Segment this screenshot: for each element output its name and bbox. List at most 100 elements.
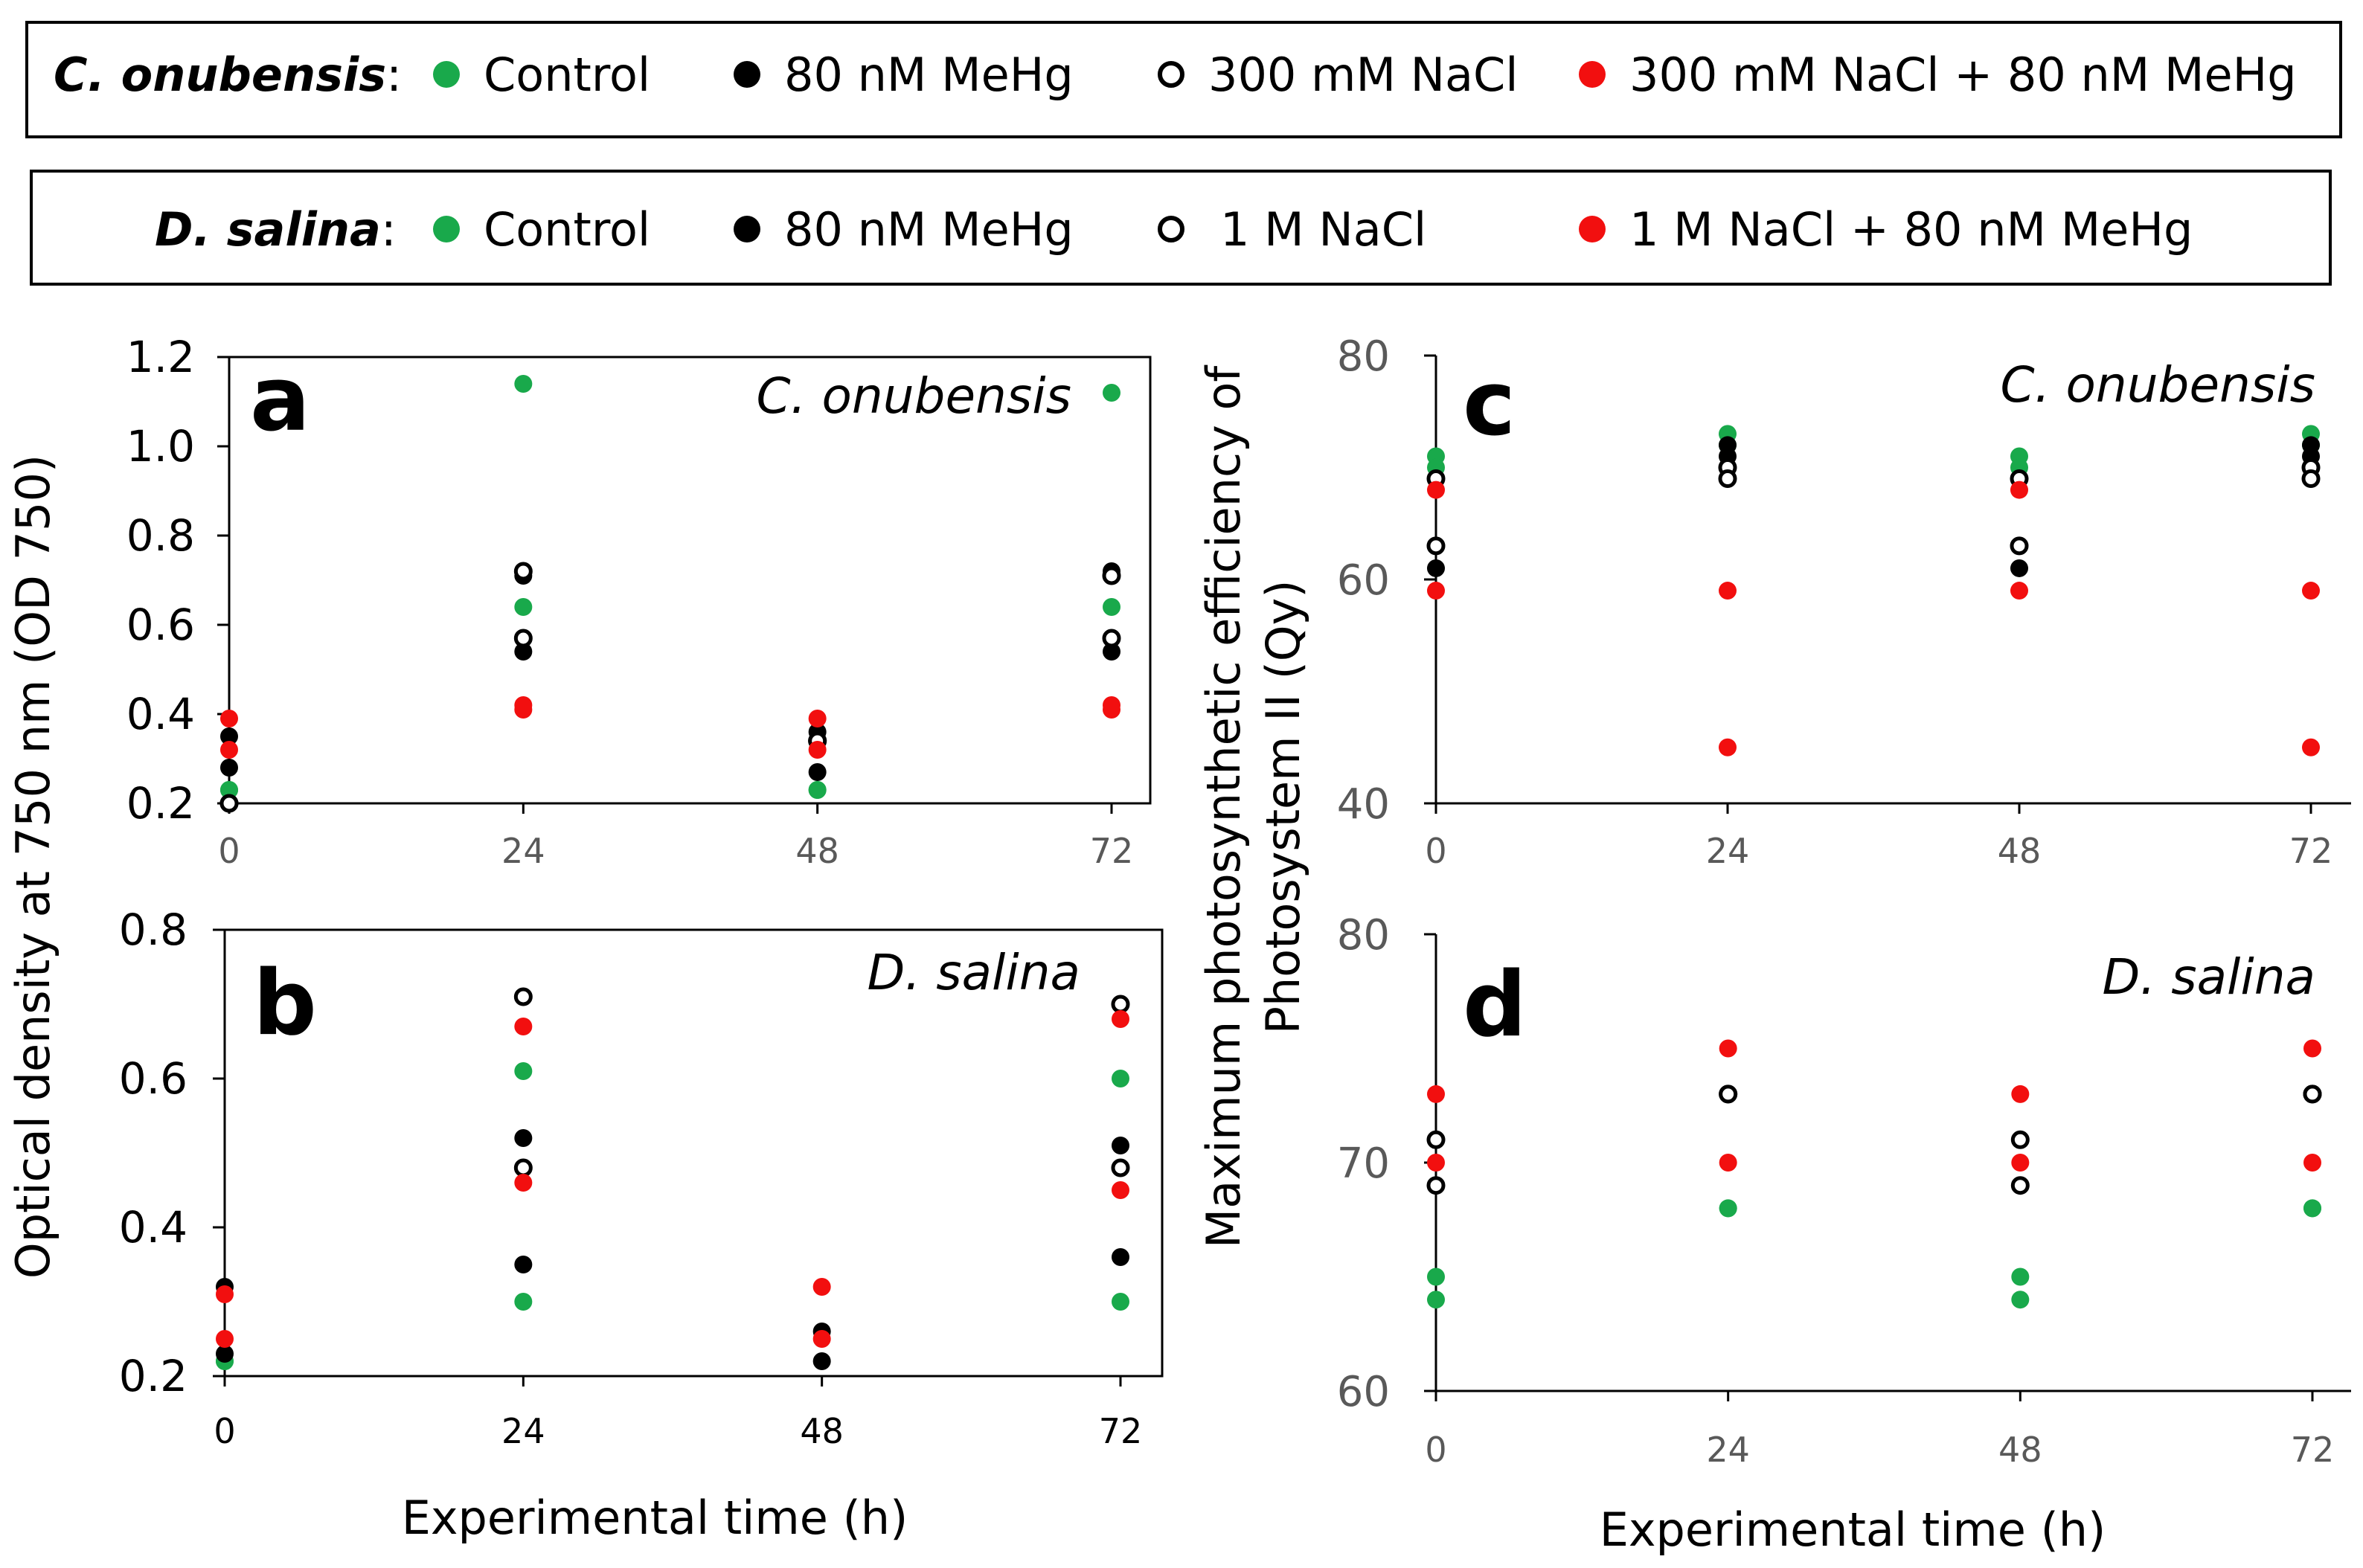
y-tick-label: 80 — [1337, 332, 1390, 381]
point-control-replicate — [514, 598, 533, 616]
panel-letter-b: b — [253, 952, 317, 1055]
point-300-mm-nacl-replicate — [219, 794, 239, 813]
y-tick-label: 60 — [1337, 556, 1390, 605]
panel-letter-d: d — [1463, 954, 1527, 1057]
point-control-replicate — [220, 781, 238, 799]
plot-frame — [223, 928, 1164, 1378]
point-80-nm-mehg — [1427, 559, 1445, 577]
point-80-nm-mehg — [1103, 643, 1120, 661]
legend-label-nacl: 1 M NaCl — [1220, 202, 1426, 257]
x-tick-label: 24 — [1706, 831, 1750, 871]
point-80-nm-mehg-replicate — [812, 1352, 831, 1370]
point-control-replicate — [1719, 1199, 1737, 1218]
point-80-nm-mehg — [514, 1129, 533, 1147]
y-axis-title-qy-line1: Maximum photosynthetic efficiency of — [1196, 364, 1251, 1249]
panel-d: d D. salina 60 70 80 0 24 48 72 — [1337, 911, 2351, 1470]
point-1-m-nacl-80-nm-mehg — [2011, 1085, 2030, 1103]
legend-species-label: C. onubensis: — [54, 48, 402, 102]
plot-frame — [228, 356, 1152, 805]
point-80-nm-mehg — [808, 763, 827, 781]
legend-marker-nacl-mehg — [1579, 61, 1606, 88]
legend-label-control: Control — [484, 48, 650, 102]
point-300-mm-nacl-80-nm-mehg-replicate — [1103, 696, 1120, 714]
legend-species-label: D. salina: — [155, 202, 397, 257]
x-tick-label: 24 — [501, 831, 545, 871]
point-1-m-nacl-80-nm-mehg — [514, 1018, 533, 1035]
y-tick-label: 0.6 — [126, 600, 195, 650]
panel-letter-c: c — [1463, 353, 1516, 456]
point-1-m-nacl-80-nm-mehg-replicate — [1112, 1181, 1129, 1199]
point-control-replicate — [514, 1293, 533, 1311]
point-1-m-nacl-80-nm-mehg — [812, 1278, 831, 1296]
legend-d-salina: D. salina: Control 80 nM MeHg 1 M NaCl 1… — [30, 170, 2332, 286]
point-300-mm-nacl-80-nm-mehg — [1427, 481, 1445, 499]
panel-title-a: C. onubensis — [756, 367, 1071, 425]
point-300-mm-nacl-replicate — [513, 562, 533, 581]
point-control — [514, 375, 533, 393]
legend-marker-control — [433, 216, 460, 242]
point-control-replicate — [2303, 1199, 2321, 1218]
point-1-m-nacl — [2010, 1130, 2030, 1149]
point-300-mm-nacl-80-nm-mehg-replicate — [2302, 738, 2320, 756]
point-300-mm-nacl — [2010, 536, 2029, 556]
point-1-m-nacl-80-nm-mehg-replicate — [2011, 1154, 2030, 1172]
point-80-nm-mehg — [514, 643, 533, 661]
legend-box — [30, 170, 2332, 286]
point-1-m-nacl — [1426, 1130, 1446, 1149]
point-1-m-nacl-80-nm-mehg-replicate — [1427, 1154, 1445, 1172]
legend-label-mehg: 80 nM MeHg — [784, 202, 1074, 257]
point-1-m-nacl-replicate — [1111, 1158, 1130, 1177]
point-1-m-nacl-replicate — [1426, 1176, 1446, 1195]
point-1-m-nacl-80-nm-mehg-replicate — [1719, 1154, 1737, 1172]
point-300-mm-nacl-replicate — [2301, 469, 2321, 489]
point-300-mm-nacl — [1102, 629, 1121, 648]
legend-c-onubensis: C. onubensis: Control 80 nM MeHg 300 mM … — [25, 21, 2342, 138]
y-tick-label: 0.6 — [119, 1053, 187, 1104]
x-tick-label: 72 — [2291, 1430, 2335, 1470]
x-tick-label: 48 — [1998, 1430, 2042, 1470]
x-axis-title-right: Experimental time (h) — [1600, 1503, 2106, 1557]
y-tick-label: 1.0 — [126, 421, 195, 472]
x-tick-label: 0 — [214, 1411, 235, 1451]
point-1-m-nacl-80-nm-mehg — [2303, 1039, 2321, 1058]
y-tick-label: 0.8 — [126, 510, 195, 561]
x-tick-label: 72 — [1090, 831, 1134, 871]
point-80-nm-mehg — [2010, 559, 2028, 577]
point-1-m-nacl-replicate — [2010, 1176, 2030, 1195]
point-80-nm-mehg-replicate — [1112, 1248, 1129, 1266]
legend-label-mehg: 80 nM MeHg — [784, 48, 1074, 102]
x-tick-label: 0 — [1425, 1430, 1446, 1470]
x-tick-label: 24 — [501, 1411, 545, 1451]
point-300-mm-nacl-80-nm-mehg-replicate — [808, 710, 827, 727]
point-control — [1427, 1267, 1445, 1286]
y-tick-label: 1.2 — [126, 332, 195, 382]
point-300-mm-nacl-80-nm-mehg-replicate — [1427, 582, 1445, 600]
point-1-m-nacl-80-nm-mehg-replicate — [514, 1174, 533, 1192]
point-300-mm-nacl-80-nm-mehg — [2010, 481, 2028, 499]
x-tick-label: 72 — [2289, 831, 2333, 871]
point-80-nm-mehg-replicate — [220, 727, 238, 745]
point-1-m-nacl — [1111, 995, 1130, 1014]
point-300-mm-nacl-replicate — [1102, 566, 1121, 585]
point-300-mm-nacl-80-nm-mehg-replicate — [514, 696, 533, 714]
x-tick-label: 0 — [218, 831, 240, 871]
legend-marker-mehg — [734, 216, 760, 242]
y-tick-label: 60 — [1337, 1368, 1390, 1416]
point-300-mm-nacl — [1426, 536, 1446, 556]
point-300-mm-nacl-80-nm-mehg-replicate — [1719, 738, 1737, 756]
y-tick-label: 70 — [1337, 1140, 1390, 1188]
point-1-m-nacl-80-nm-mehg — [1112, 1010, 1129, 1028]
legend-marker-nacl — [1158, 216, 1184, 242]
point-1-m-nacl-80-nm-mehg — [216, 1285, 234, 1303]
legend-marker-nacl — [1158, 61, 1184, 88]
x-tick-label: 72 — [1099, 1411, 1143, 1451]
point-1-m-nacl-80-nm-mehg-replicate — [216, 1330, 234, 1348]
y-axis-title-od750: Optical density at 750 nm (OD 750) — [6, 454, 60, 1279]
point-control-replicate — [1112, 1293, 1129, 1311]
legend-label-control: Control — [484, 202, 650, 257]
legend-label-nacl-mehg: 300 mM NaCl + 80 nM MeHg — [1629, 48, 2297, 102]
point-1-m-nacl-replicate — [2303, 1085, 2322, 1104]
point-control-replicate — [1427, 1291, 1445, 1309]
point-1-m-nacl-replicate — [1719, 1085, 1738, 1104]
